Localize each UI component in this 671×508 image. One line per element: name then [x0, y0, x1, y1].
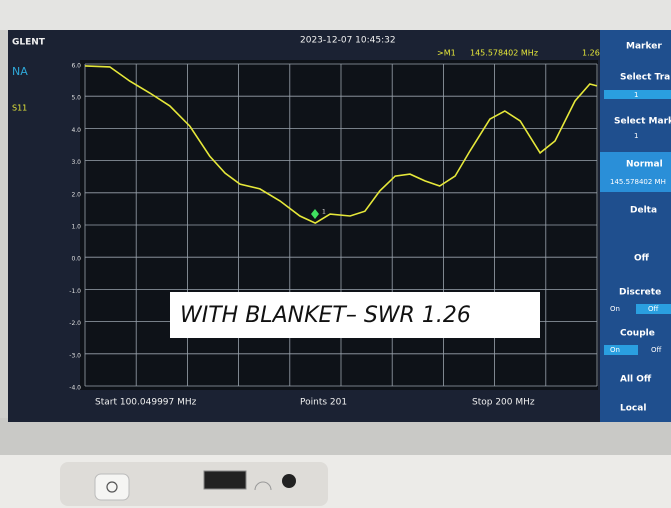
y-tick-label: -4.0 — [69, 385, 81, 392]
bezel — [0, 418, 671, 458]
menu-item[interactable]: Select Tra — [620, 73, 670, 83]
datetime: 2023-12-07 10:45:32 — [300, 36, 396, 46]
y-tick-label: -1.0 — [69, 288, 81, 295]
y-tick-label: -3.0 — [69, 352, 81, 359]
y-tick-label: 5.0 — [71, 95, 81, 102]
y-tick-label: 0.0 — [71, 256, 81, 263]
brand: GLENT — [12, 38, 46, 48]
menu-value: 1 — [634, 132, 638, 140]
marker-label: 1 — [322, 209, 326, 216]
marker-freq: 145.578402 MHz — [470, 49, 538, 58]
menu-panel — [600, 30, 671, 422]
menu-value: 1 — [634, 91, 638, 99]
menu-active — [600, 152, 671, 192]
toggle-label[interactable]: On — [610, 305, 620, 313]
stop-freq: Stop 200 MHz — [472, 398, 535, 408]
points: Points 201 — [300, 398, 347, 408]
jack — [282, 474, 296, 488]
menu-item[interactable]: Discrete — [619, 288, 661, 298]
start-freq: Start 100.049997 MHz — [95, 398, 197, 408]
menu-item[interactable]: Couple — [620, 329, 655, 339]
menu-item[interactable]: Delta — [630, 206, 657, 216]
photo: GLENT NA 2023-12-07 10:45:32 >M1 145.578… — [0, 0, 671, 508]
power-button[interactable] — [95, 474, 129, 500]
trace-name: S11 — [12, 104, 27, 113]
menu-value: 145.578402 MH — [610, 178, 666, 186]
y-tick-label: 1.0 — [71, 224, 81, 231]
marker-name: >M1 — [437, 49, 456, 58]
y-tick-label: 6.0 — [71, 63, 81, 70]
toggle-label[interactable]: Off — [648, 305, 659, 313]
y-tick-label: 4.0 — [71, 127, 81, 134]
overlay-text: WITH BLANKET– SWR 1.26 — [180, 303, 471, 328]
toggle-label[interactable]: Off — [651, 346, 662, 354]
y-tick-label: 3.0 — [71, 159, 81, 166]
y-tick-label: -2.0 — [69, 320, 81, 327]
y-tick-label: 2.0 — [71, 191, 81, 198]
menu-item[interactable]: Select Mark — [614, 117, 671, 127]
menu-title: Marker — [626, 42, 662, 52]
menu-item[interactable]: Normal — [626, 160, 663, 170]
menu-item[interactable]: Off — [634, 254, 650, 264]
mode: NA — [12, 65, 28, 78]
toggle-label[interactable]: On — [610, 346, 620, 354]
top-edge — [0, 0, 671, 30]
marker-value: 1.26 — [582, 49, 600, 58]
menu-item[interactable]: All Off — [620, 375, 652, 385]
usb-port — [204, 471, 246, 489]
menu-item[interactable]: Local — [620, 404, 646, 414]
